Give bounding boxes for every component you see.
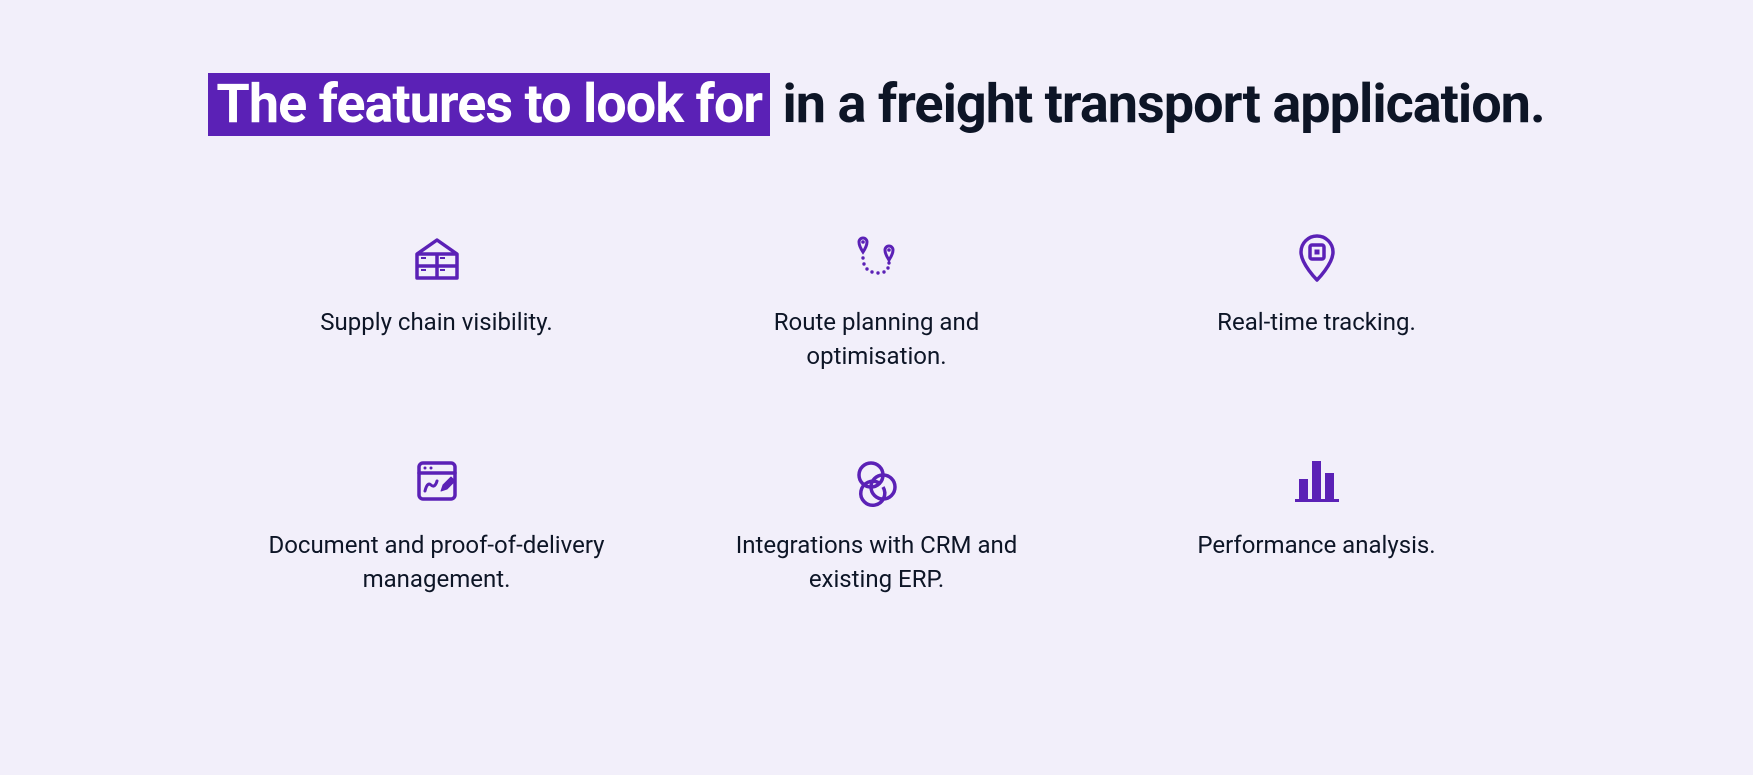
feature-document: Document and proof-of-delivery managemen… [237, 453, 637, 596]
page-title: The features to look for in a freight tr… [177, 70, 1577, 140]
feature-integrations: Integrations with CRM and existing ERP. [677, 453, 1077, 596]
link-icon [849, 453, 905, 509]
feature-supply-chain: Supply chain visibility. [237, 230, 637, 373]
tracking-pin-icon [1289, 230, 1345, 286]
warehouse-icon [409, 230, 465, 286]
feature-label: Real-time tracking. [1217, 306, 1416, 340]
feature-label: Supply chain visibility. [320, 306, 552, 340]
title-rest: in a freight transport application. [770, 73, 1545, 136]
title-highlight: The features to look for [208, 73, 770, 136]
feature-route-planning: Route planning and optimisation. [677, 230, 1077, 373]
feature-label: Performance analysis. [1197, 529, 1435, 563]
feature-label: Document and proof-of-delivery managemen… [267, 529, 607, 596]
document-edit-icon [409, 453, 465, 509]
feature-performance: Performance analysis. [1117, 453, 1517, 596]
route-icon [849, 230, 905, 286]
infographic-container: The features to look for in a freight tr… [177, 70, 1577, 597]
feature-label: Route planning and optimisation. [707, 306, 1047, 373]
feature-label: Integrations with CRM and existing ERP. [707, 529, 1047, 596]
bar-chart-icon [1289, 453, 1345, 509]
feature-tracking: Real-time tracking. [1117, 230, 1517, 373]
features-grid: Supply chain visibility. [237, 230, 1517, 596]
